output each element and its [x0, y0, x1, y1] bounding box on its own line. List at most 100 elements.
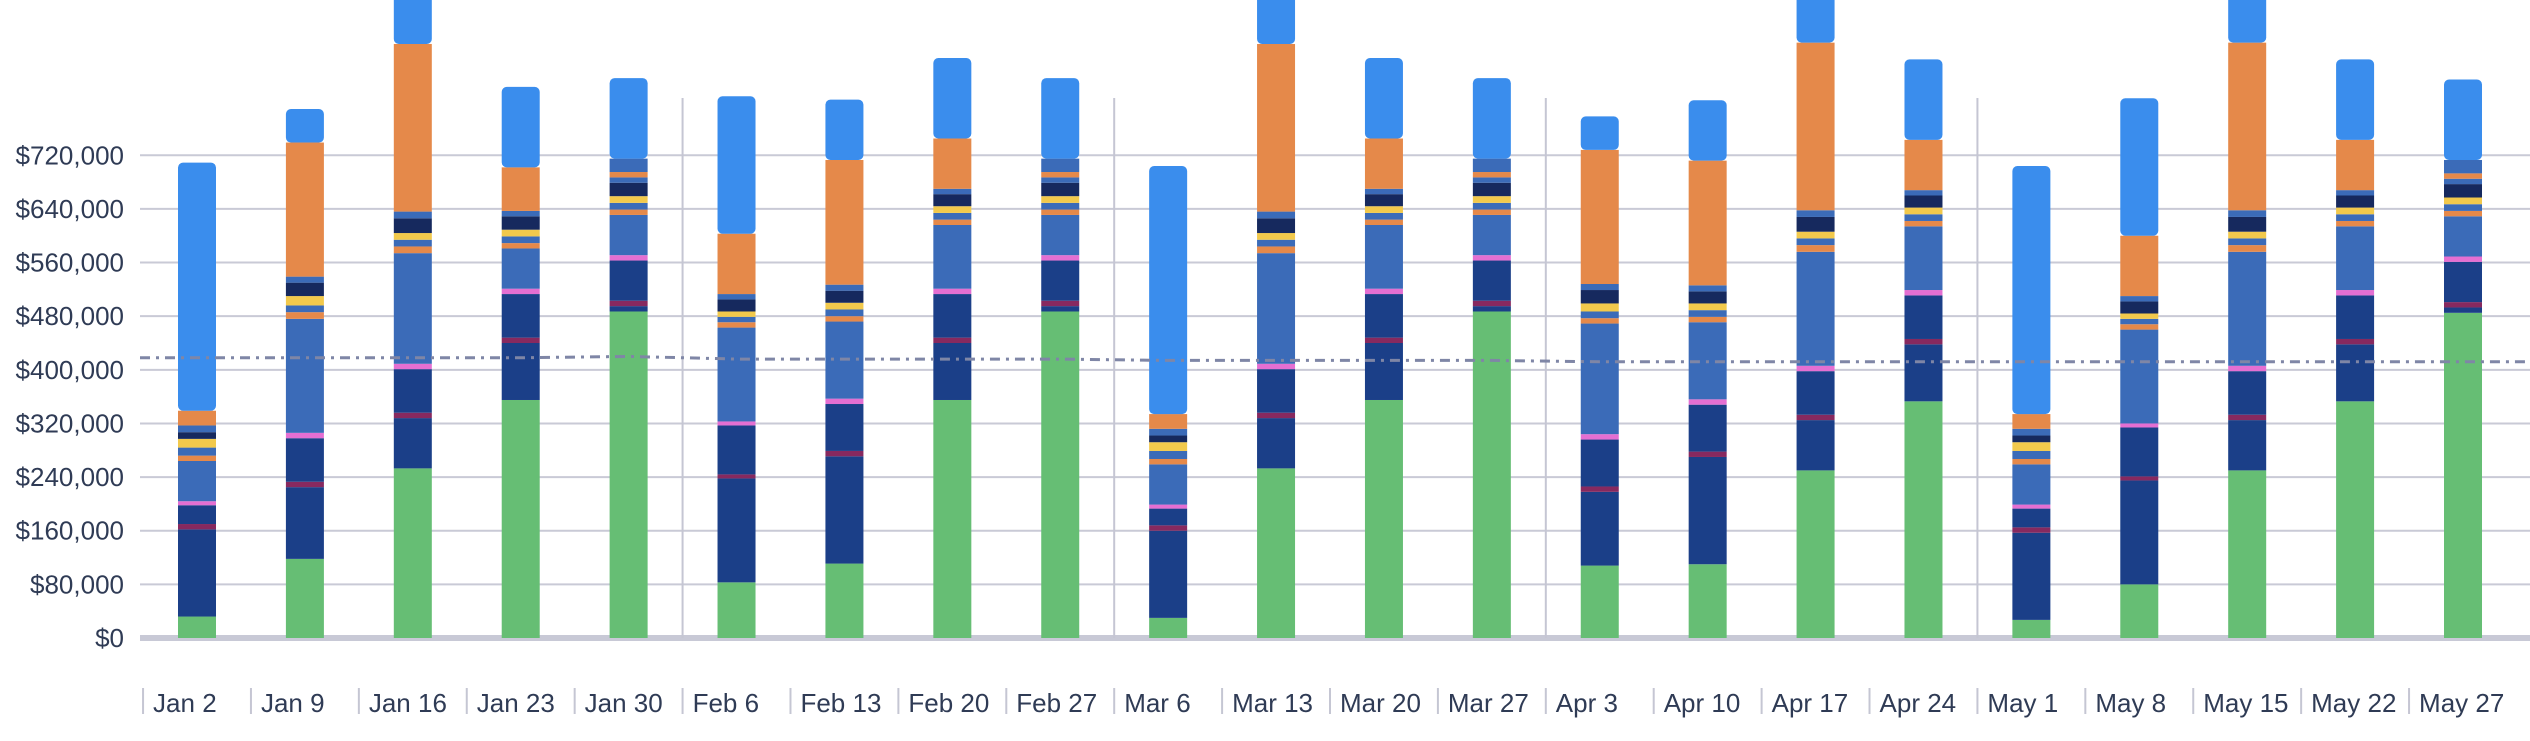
- bar-segment: [1364, 206, 1403, 213]
- bar-segment: [2012, 619, 2051, 638]
- bar-segment: [2336, 190, 2375, 196]
- bar-segment: [1580, 311, 1619, 319]
- bar-segment: [1364, 212, 1403, 220]
- bar-segment: [2120, 301, 2159, 314]
- bar-segment: [825, 290, 864, 303]
- bar-segment: [825, 450, 864, 457]
- bar-segment: [2012, 414, 2051, 429]
- bar-segment: [1796, 42, 1835, 211]
- bar-segment: [933, 288, 972, 295]
- bar-segment: [1580, 565, 1619, 638]
- bar-segment: [2444, 261, 2482, 303]
- bar-segment: [1149, 435, 1188, 443]
- bar-segment: [609, 196, 648, 203]
- bar-segment: [1904, 338, 1943, 345]
- bar-segment: [1364, 138, 1403, 189]
- bar-segment: [2444, 178, 2482, 185]
- y-tick-label: $560,000: [16, 248, 124, 278]
- bar-segment: [717, 233, 756, 295]
- bar-segment: [1257, 363, 1296, 370]
- bar-segment: [2228, 231, 2267, 239]
- x-tick-label: May 22: [2311, 688, 2396, 718]
- bar-segment: [393, 233, 432, 240]
- bar-segment: [1257, 233, 1296, 240]
- x-tick-label: Mar 27: [1448, 688, 1529, 718]
- bar-segment: [933, 219, 972, 225]
- bar-segment: [609, 177, 648, 183]
- x-tick-label: Feb 27: [1016, 688, 1097, 718]
- bar-segment: [1364, 188, 1403, 195]
- y-tick-label: $480,000: [16, 301, 124, 331]
- bar-segment: [2228, 216, 2267, 232]
- bar-segment: [717, 311, 756, 317]
- bar-segment: [1904, 290, 1943, 296]
- bar-segment: [1041, 158, 1080, 173]
- bar-segment: [609, 260, 648, 301]
- bar-segment: [178, 505, 216, 525]
- bar-segment: [2012, 166, 2051, 415]
- bar-segment: [2336, 207, 2375, 215]
- bar-segment: [178, 501, 216, 506]
- bar-segment: [609, 311, 648, 638]
- bar-segment: [2228, 245, 2267, 252]
- bar-segment: [825, 309, 864, 317]
- y-tick-label: $320,000: [16, 408, 124, 438]
- bar-segment: [2336, 295, 2375, 339]
- bar-segment: [2120, 329, 2159, 424]
- bar-segment: [285, 282, 324, 297]
- bar-segment: [1796, 245, 1835, 252]
- bar-segment: [393, 43, 432, 212]
- bar-segment: [2336, 214, 2375, 221]
- bar-segment: [1041, 182, 1080, 197]
- bar-segment: [609, 214, 648, 256]
- x-tick-label: Jan 9: [261, 688, 325, 718]
- bar-segment: [1364, 294, 1403, 338]
- bar-segment: [717, 294, 756, 300]
- bar-segment: [1688, 285, 1727, 292]
- x-tick-label: Jan 30: [585, 688, 663, 718]
- bar-segment: [2444, 197, 2482, 205]
- bar-stack: [393, 0, 432, 638]
- bar-segment: [178, 616, 216, 638]
- bar-segment: [933, 58, 972, 139]
- bar-segment: [2228, 371, 2267, 415]
- bar-segment: [933, 399, 972, 638]
- bar-stack: [2228, 0, 2267, 638]
- bar-segment: [933, 188, 972, 195]
- bar-segment: [717, 299, 756, 312]
- bar-segment: [2444, 79, 2482, 160]
- bar-segment: [2336, 220, 2375, 227]
- bar-segment: [2336, 401, 2375, 638]
- bar-segment: [1041, 177, 1080, 183]
- bar-segment: [501, 216, 540, 230]
- bar-segment: [1580, 116, 1619, 150]
- bar-segment: [501, 399, 540, 638]
- bar-segment: [501, 337, 540, 343]
- bar-segment: [1580, 491, 1619, 566]
- month-separators: [681, 98, 1979, 638]
- bar-segment: [2012, 504, 2051, 509]
- bar-segment: [1580, 318, 1619, 324]
- bar-segment: [2120, 235, 2159, 297]
- bar-segment: [1041, 196, 1080, 203]
- bar-segment: [2228, 251, 2267, 366]
- x-tick-label: Feb 20: [908, 688, 989, 718]
- bar-segment: [1904, 195, 1943, 208]
- y-tick-label: $160,000: [16, 516, 124, 546]
- bar-segment: [178, 524, 216, 530]
- bar-segment: [1041, 172, 1080, 178]
- bar-segment: [1688, 310, 1727, 317]
- bar-segment: [825, 398, 864, 405]
- bar-segment: [2120, 584, 2159, 638]
- bar-segment: [1796, 210, 1835, 217]
- bar-segment: [1904, 59, 1943, 140]
- bar-segment: [1580, 434, 1619, 440]
- bar-segment: [2120, 98, 2159, 236]
- x-tick-label: Apr 24: [1880, 688, 1957, 718]
- bar-segment: [285, 438, 324, 482]
- bar-segment: [178, 410, 216, 426]
- bar-segment: [2120, 476, 2159, 481]
- bar-segment: [1041, 300, 1080, 307]
- bar-stack: [1257, 0, 1296, 638]
